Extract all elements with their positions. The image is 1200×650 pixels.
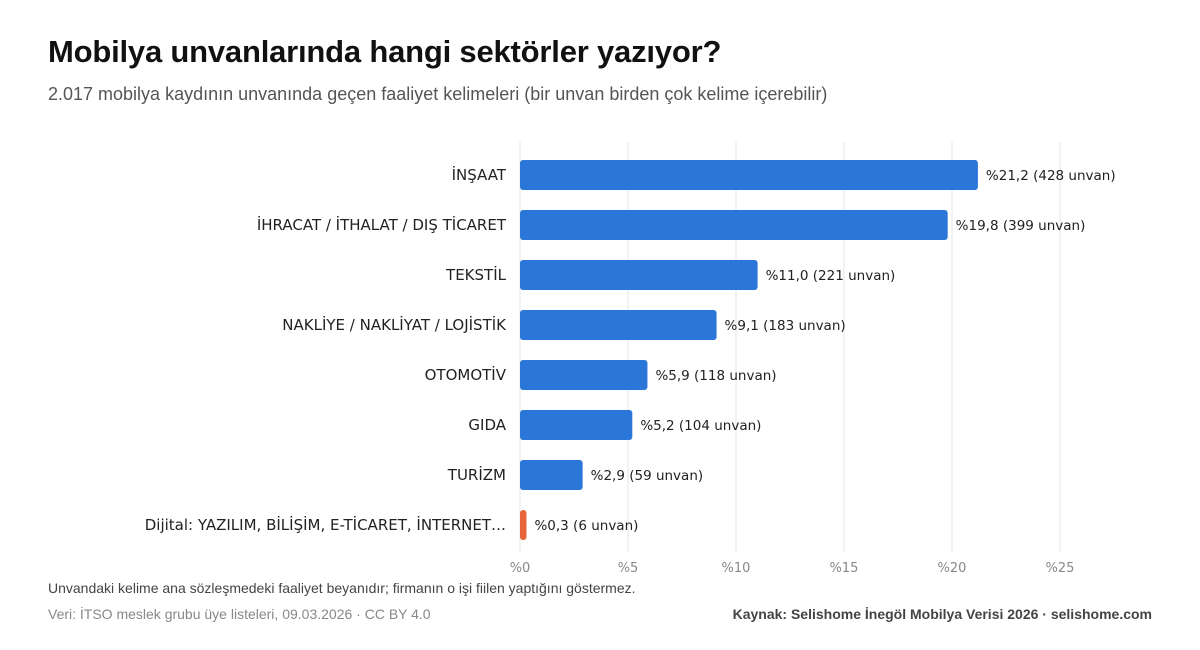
x-tick-label: %10 bbox=[722, 561, 751, 576]
bar bbox=[520, 360, 648, 390]
bars bbox=[520, 160, 978, 540]
credit: Kaynak: Selishome İnegöl Mobilya Verisi … bbox=[732, 606, 1152, 622]
gridlines bbox=[519, 142, 1061, 552]
value-label: %2,9 (59 unvan) bbox=[591, 468, 704, 484]
chart-title: Mobilya unvanlarında hangi sektörler yaz… bbox=[48, 34, 722, 69]
value-label: %11,0 (221 unvan) bbox=[766, 268, 896, 284]
bar bbox=[520, 460, 583, 490]
category-label: İHRACAT / İTHALAT / DIŞ TİCARET bbox=[257, 215, 507, 234]
bar bbox=[520, 210, 948, 240]
category-labels: İNŞAAT İHRACAT / İTHALAT / DIŞ TİCARET TEK… bbox=[145, 165, 507, 534]
x-tick-label: %15 bbox=[830, 561, 859, 576]
category-label: TEKSTİL bbox=[445, 265, 507, 284]
bar bbox=[520, 160, 978, 190]
category-label: Dijital: YAZILIM, BİLİŞİM, E-TİCARET, İN… bbox=[145, 515, 506, 534]
x-axis-ticks: %0 %5 %10 %15 %20 %25 bbox=[510, 561, 1075, 576]
category-label: TURİZM bbox=[447, 465, 506, 484]
data-source: Veri: İTSO meslek grubu üye listeleri, 0… bbox=[48, 606, 431, 622]
category-label: GIDA bbox=[468, 416, 506, 434]
value-labels: %21,2 (428 unvan) %19,8 (399 unvan) %11,0 … bbox=[534, 168, 1115, 534]
chart-subtitle: 2.017 mobilya kaydının unvanında geçen f… bbox=[48, 84, 828, 104]
x-tick-label: %5 bbox=[618, 561, 639, 576]
x-tick-label: %0 bbox=[510, 561, 531, 576]
value-label: %5,9 (118 unvan) bbox=[655, 368, 776, 384]
value-label: %21,2 (428 unvan) bbox=[986, 168, 1116, 184]
x-tick-label: %20 bbox=[938, 561, 967, 576]
value-label: %5,2 (104 unvan) bbox=[640, 418, 761, 434]
bar bbox=[520, 310, 717, 340]
x-tick-label: %25 bbox=[1046, 561, 1075, 576]
category-label: OTOMOTİV bbox=[425, 365, 507, 384]
category-label: NAKLİYE / NAKLİYAT / LOJİSTİK bbox=[282, 315, 507, 334]
value-label: %19,8 (399 unvan) bbox=[956, 218, 1086, 234]
bar bbox=[520, 410, 633, 440]
bar bbox=[520, 510, 527, 540]
footnote: Unvandaki kelime ana sözleşmedeki faaliy… bbox=[48, 580, 636, 596]
value-label: %0,3 (6 unvan) bbox=[534, 518, 638, 534]
value-label: %9,1 (183 unvan) bbox=[725, 318, 846, 334]
category-label: İNŞAAT bbox=[452, 165, 507, 184]
bar bbox=[520, 260, 758, 290]
